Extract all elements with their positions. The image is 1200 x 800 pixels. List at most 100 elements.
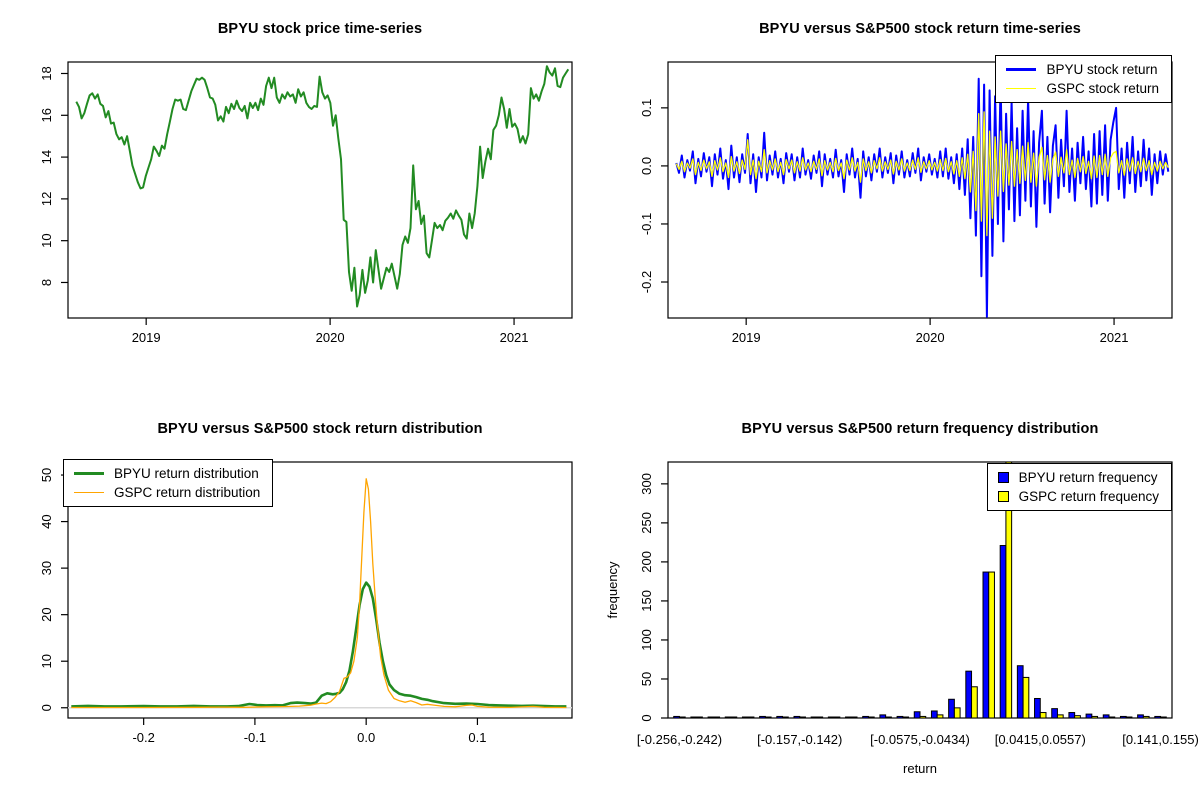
GSPC-return-frequency-bar — [919, 715, 927, 719]
legend-label: GSPC return frequency — [1018, 489, 1159, 504]
BPYU-return-frequency-bar — [999, 545, 1007, 719]
GSPC-return-frequency-bar — [678, 716, 686, 719]
GSPC-return-frequency-bar — [885, 716, 892, 719]
y-tick-label: 30 — [39, 561, 54, 575]
legend-item-bpyu-return: BPYU stock return — [1006, 62, 1159, 77]
y-axis-label: frequency — [605, 561, 620, 619]
GSPC-return-frequency-bar — [713, 716, 721, 719]
BPYU-return-frequency-bar — [759, 715, 766, 719]
y-tick-label: 10 — [39, 233, 54, 247]
GSPC-return-frequency-bar — [696, 716, 703, 719]
y-tick-label: 0.0 — [639, 157, 654, 175]
y-tick-label: 0.1 — [639, 99, 654, 117]
plot-box — [67, 61, 573, 319]
x-tick-label: -0.1 — [244, 730, 266, 745]
GSPC-return-frequency-bar — [1005, 461, 1013, 719]
y-tick-label: 150 — [639, 590, 654, 612]
returns-chart-panel: BPYU versus S&P500 stock return time-ser… — [600, 0, 1200, 400]
BPYU-return-frequency-bar — [1034, 697, 1041, 719]
GSPC-return-frequency-bar — [799, 716, 806, 719]
gspc-return-line-swatch — [1006, 87, 1037, 90]
GSPC-return-frequency-bar — [816, 716, 824, 719]
BPYU-return-frequency-bar — [1154, 715, 1162, 719]
x-axis-label: return — [903, 761, 937, 776]
x-tick-label: 2019 — [132, 330, 161, 345]
GSPC-return-frequency-bar — [833, 716, 841, 719]
x-tick-label: [-0.256,-0.242) — [637, 732, 722, 747]
GSPC-return-frequency-bar — [1160, 716, 1167, 719]
legend-label: GSPC stock return — [1046, 81, 1159, 96]
returns-chart-title: BPYU versus S&P500 stock return time-ser… — [759, 21, 1081, 37]
BPYU-price-line — [75, 65, 570, 308]
x-tick-label: [-0.0575,-0.0434) — [870, 732, 970, 747]
y-tick-label: 40 — [39, 514, 54, 528]
BPYU-return-frequency-bar — [982, 571, 990, 719]
x-tick-label: 0.0 — [357, 730, 375, 745]
BPYU-return-frequency-bar — [707, 716, 715, 719]
GSPC-return-frequency-bar — [988, 571, 995, 719]
GSPC-return-frequency-bar — [850, 716, 858, 719]
density-legend: BPYU return distribution GSPC return dis… — [63, 459, 274, 507]
x-tick-label: 2020 — [916, 330, 945, 345]
gspc-frequency-box-swatch — [997, 491, 1009, 502]
BPYU-return-frequency-bar — [793, 715, 801, 719]
GSPC-return-frequency-bar — [1091, 715, 1099, 719]
y-tick-label: 8 — [39, 279, 54, 286]
legend-item-gspc-frequency: GSPC return frequency — [997, 489, 1159, 504]
frequency-chart: 0 50 100 150 200 250 300 [-0.256,-0.242) [-0.157… — [605, 461, 1199, 776]
BPYU-return-frequency-bar — [896, 715, 904, 719]
legend-label: GSPC return distribution — [114, 485, 261, 500]
y-tick-label: 50 — [39, 468, 54, 482]
y-tick-label: 10 — [39, 654, 54, 668]
y-tick-label: -0.2 — [639, 271, 654, 293]
BPYU-return-frequency-bar — [673, 715, 680, 719]
legend-label: BPYU return distribution — [114, 466, 259, 481]
BPYU-return-density-line — [71, 581, 567, 708]
frequency-legend: BPYU return frequency GSPC return freque… — [986, 463, 1172, 511]
GSPC-return-frequency-bar — [1074, 715, 1081, 719]
GSPC-return-frequency-bar — [902, 716, 910, 719]
y-tick-label: 300 — [639, 473, 654, 495]
returns-chart: -0.2 -0.1 0.0 0.1 2019 2020 2021 — [639, 61, 1173, 345]
plot-box — [667, 61, 1173, 319]
BPYU-return-frequency-bar — [1119, 715, 1127, 719]
x-tick-label: 2020 — [316, 330, 345, 345]
returns-legend: BPYU stock return GSPC stock return — [995, 55, 1172, 103]
y-tick-label: 20 — [39, 607, 54, 621]
y-tick-label: 250 — [639, 512, 654, 534]
GSPC-return-frequency-bar — [1108, 716, 1116, 719]
BPYU-return-frequency-bar — [948, 698, 955, 719]
BPYU-return-frequency-bar — [1016, 665, 1024, 719]
GSPC-return-frequency-bar — [747, 716, 755, 719]
x-tick-label: -0.2 — [132, 730, 154, 745]
BPYU-stock-return-line — [675, 77, 1170, 318]
y-tick-label: 200 — [639, 551, 654, 573]
plot-box — [67, 461, 573, 719]
y-tick-label: -0.1 — [639, 213, 654, 235]
price-chart-title: BPYU stock price time-series — [217, 21, 423, 37]
bpyu-density-line-swatch — [74, 471, 104, 476]
y-tick-label: 100 — [639, 629, 654, 651]
BPYU-return-frequency-bar — [1051, 708, 1058, 719]
bpyu-return-line-swatch — [1006, 67, 1037, 72]
density-chart-panel: BPYU versus S&P500 stock return distribu… — [0, 400, 600, 800]
x-tick-label: [0.141,0.155) — [1122, 732, 1199, 747]
bpyu-frequency-box-swatch — [997, 472, 1009, 483]
frequency-chart-title: BPYU versus S&P500 return frequency dist… — [741, 421, 1099, 437]
x-tick-label: 2021 — [500, 330, 529, 345]
density-chart: 0 10 20 30 40 50 -0.2 -0.1 0.0 0.1 — [39, 461, 573, 745]
BPYU-return-frequency-bar — [1068, 712, 1076, 719]
GSPC-return-frequency-bar — [1022, 676, 1030, 719]
price-chart: 8 10 12 14 16 18 2019 2020 2021 — [39, 61, 573, 345]
legend-label: BPYU return frequency — [1018, 470, 1158, 485]
BPYU-return-frequency-bar — [913, 711, 921, 719]
BPYU-return-frequency-bar — [862, 715, 869, 719]
BPYU-return-frequency-bar — [827, 716, 835, 719]
legend-label: BPYU stock return — [1046, 62, 1158, 77]
BPYU-return-frequency-bar — [724, 716, 732, 719]
y-tick-label: 0 — [39, 704, 54, 711]
y-tick-label: 50 — [639, 672, 654, 686]
y-tick-label: 16 — [39, 108, 54, 122]
GSPC-return-frequency-bar — [1142, 715, 1150, 719]
